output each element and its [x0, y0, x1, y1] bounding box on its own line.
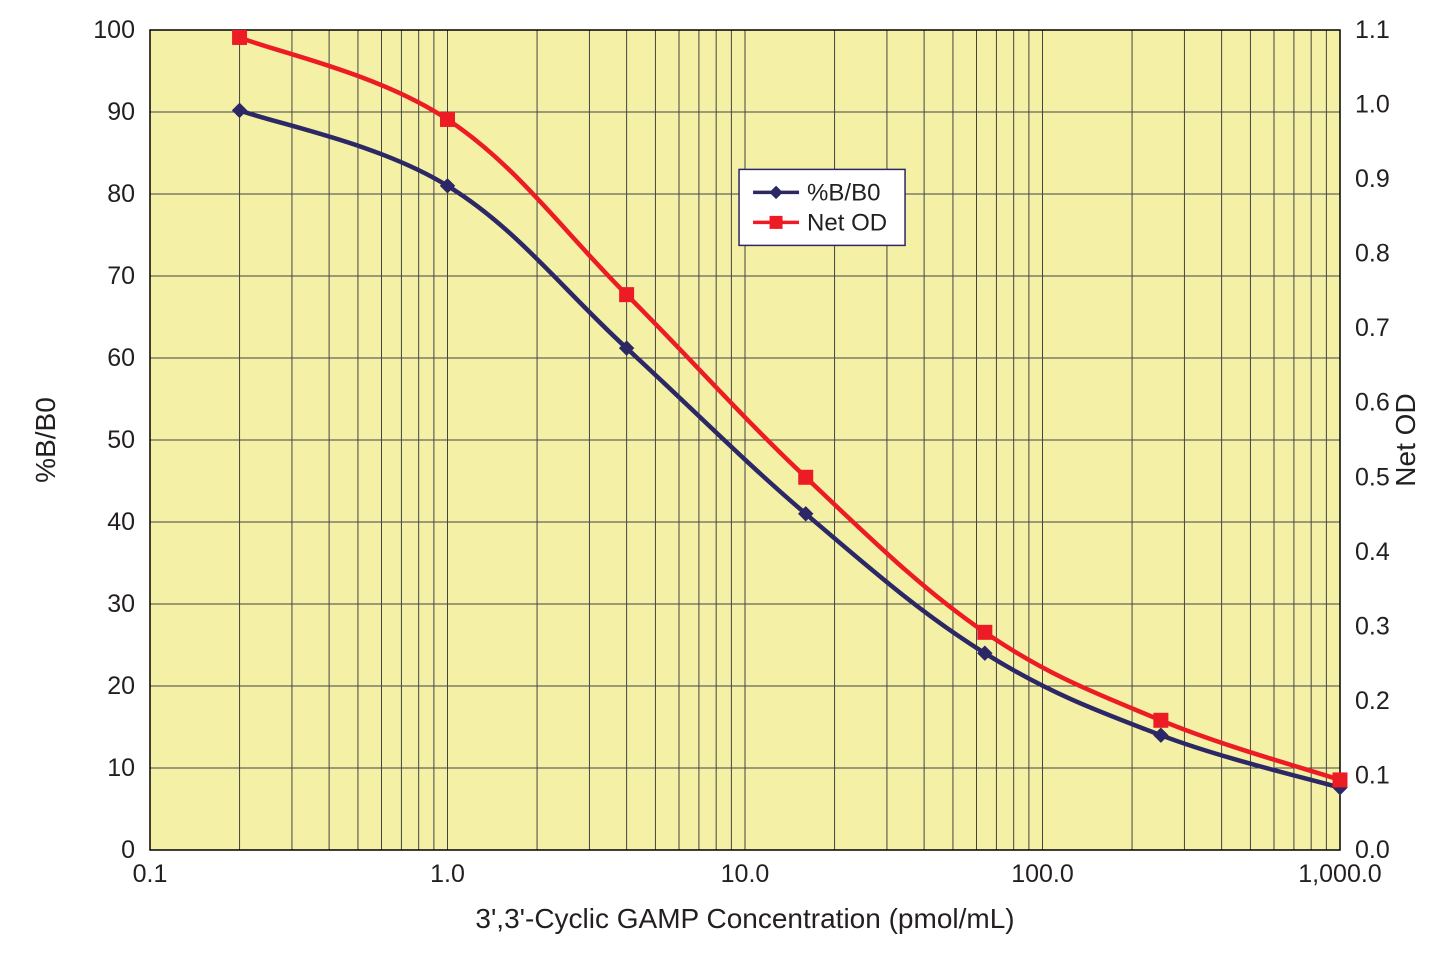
y-right-tick-label: 0.1 [1355, 761, 1390, 789]
y-right-tick-label: 1.1 [1355, 16, 1390, 44]
y-left-tick-label: 50 [107, 426, 135, 454]
y-left-tick-label: 0 [121, 836, 135, 864]
y-right-tick-label: 0.2 [1355, 687, 1390, 715]
y-left-tick-label: 20 [107, 672, 135, 700]
y-right-tick-label: 0.0 [1355, 836, 1390, 864]
x-tick-label: 10.0 [721, 860, 770, 888]
y-right-tick-label: 0.6 [1355, 389, 1390, 417]
y-left-tick-label: 70 [107, 262, 135, 290]
x-axis-label: 3',3'-Cyclic GAMP Concentration (pmol/mL… [475, 903, 1014, 934]
y-left-tick-label: 60 [107, 344, 135, 372]
y-right-tick-label: 0.4 [1355, 538, 1390, 566]
y-right-tick-label: 0.9 [1355, 165, 1390, 193]
x-tick-label: 1,000.0 [1298, 860, 1381, 888]
y-left-axis-label: %B/B0 [30, 397, 61, 483]
chart-svg: 0.1 1.0 10.0 100.0 1,000.0 0 10 20 30 40 50 60 70 80 9… [0, 0, 1430, 964]
legend-item-label: Net OD [807, 209, 887, 236]
y-right-tick-label: 0.7 [1355, 314, 1390, 342]
y-left-tick-label: 30 [107, 590, 135, 618]
y-right-tick-label: 0.5 [1355, 463, 1390, 491]
y-right-tick-label: 1.0 [1355, 91, 1390, 119]
y-right-tick-label: 0.8 [1355, 240, 1390, 268]
y-left-tick-label: 10 [107, 754, 135, 782]
y-right-tick-label: 0.3 [1355, 612, 1390, 640]
legend-item-label: %B/B0 [807, 179, 880, 206]
y-left-tick-label: 100 [93, 16, 135, 44]
legend: %B/B0 Net OD [739, 169, 905, 245]
y-left-tick-label: 90 [107, 98, 135, 126]
chart-container: 0.1 1.0 10.0 100.0 1,000.0 0 10 20 30 40 50 60 70 80 9… [0, 0, 1430, 964]
y-right-axis-label: Net OD [1390, 393, 1421, 486]
y-left-tick-label: 80 [107, 180, 135, 208]
x-tick-label: 0.1 [133, 860, 168, 888]
y-left-tick-label: 40 [107, 508, 135, 536]
x-tick-label: 100.0 [1011, 860, 1074, 888]
x-tick-label: 1.0 [430, 860, 465, 888]
